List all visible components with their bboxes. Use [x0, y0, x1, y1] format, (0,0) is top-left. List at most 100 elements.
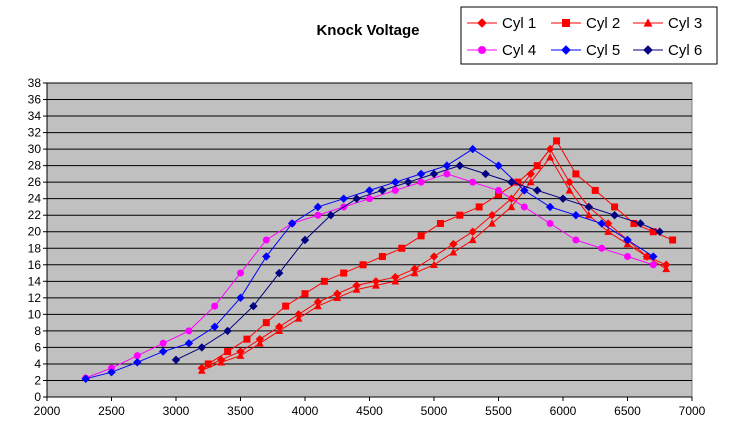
x-tick-label: 3500: [227, 404, 254, 418]
data-point: [507, 202, 516, 211]
x-tick-label: 4000: [292, 404, 319, 418]
data-point: [597, 219, 606, 228]
data-point: [520, 186, 529, 195]
y-tick-label: 8: [34, 324, 41, 338]
legend-label: Cyl 1: [502, 15, 536, 32]
data-point: [475, 203, 483, 211]
data-point: [171, 355, 181, 365]
legend-marker: [477, 18, 487, 28]
data-point: [301, 290, 309, 298]
data-point: [649, 228, 657, 236]
data-point: [197, 366, 206, 374]
data-point: [449, 248, 458, 256]
data-point: [314, 301, 322, 310]
legend-label: Cyl 3: [668, 15, 702, 32]
data-point: [604, 227, 612, 235]
data-point: [572, 236, 580, 244]
series-layer: [81, 137, 677, 384]
series-6: [171, 161, 664, 365]
data-point: [391, 277, 400, 285]
y-tick-label: 22: [28, 208, 42, 222]
data-point: [546, 153, 554, 161]
data-point: [236, 293, 245, 303]
x-tick-label: 5000: [421, 404, 448, 418]
data-point: [572, 170, 580, 178]
data-point: [417, 178, 425, 186]
data-point: [398, 244, 406, 252]
y-tick-label: 34: [28, 109, 42, 123]
data-point: [223, 326, 232, 336]
legend-label: Cyl 4: [502, 42, 536, 59]
data-point: [320, 277, 328, 285]
data-point: [507, 177, 516, 187]
data-point: [436, 219, 444, 227]
y-tick-label: 2: [34, 373, 41, 387]
x-tick-label: 4500: [356, 404, 383, 418]
data-point: [262, 252, 271, 261]
legend-item-2: Cyl 2: [551, 15, 620, 32]
y-tick-label: 12: [28, 291, 42, 305]
data-point: [565, 177, 574, 187]
data-point: [514, 178, 522, 186]
data-point: [495, 191, 502, 199]
data-point: [366, 195, 373, 203]
legend-item-5: Cyl 5: [551, 42, 620, 59]
data-point: [494, 161, 503, 170]
data-point: [416, 169, 426, 179]
data-point: [649, 261, 657, 269]
data-point: [430, 260, 438, 268]
data-point: [340, 269, 348, 277]
data-point: [623, 235, 632, 245]
data-point: [300, 235, 310, 245]
y-tick-label: 6: [34, 340, 41, 354]
data-point: [275, 268, 284, 278]
legend-item-1: Cyl 1: [467, 15, 536, 32]
legend-label: Cyl 5: [586, 42, 620, 59]
legend-label: Cyl 2: [586, 15, 620, 32]
x-tick-label: 2500: [98, 404, 125, 418]
legend-marker: [643, 45, 653, 55]
data-point: [571, 211, 581, 220]
chart-title: Knock Voltage: [316, 22, 419, 39]
data-point: [545, 202, 555, 212]
y-tick-label: 30: [28, 142, 42, 156]
data-point: [611, 203, 619, 211]
legend-label: Cyl 6: [668, 42, 702, 59]
data-point: [655, 227, 664, 236]
data-point: [553, 137, 561, 145]
data-point: [636, 219, 645, 228]
data-point: [262, 236, 270, 244]
legend-item-4: Cyl 4: [467, 42, 536, 59]
data-point: [287, 219, 297, 228]
y-tick-label: 0: [34, 390, 41, 404]
data-point: [404, 177, 413, 187]
data-point: [211, 302, 219, 310]
data-point: [669, 236, 677, 244]
data-point: [378, 186, 387, 195]
data-point: [442, 161, 452, 170]
data-point: [662, 264, 671, 273]
legend-marker: [478, 46, 486, 54]
x-tick-label: 5500: [485, 404, 512, 418]
data-point: [468, 227, 477, 236]
data-point: [133, 358, 142, 367]
y-tick-label: 18: [28, 241, 42, 255]
legend-marker: [643, 18, 653, 27]
y-tick-label: 20: [28, 225, 42, 239]
y-tick-label: 16: [28, 258, 42, 272]
data-point: [294, 314, 303, 322]
data-point: [372, 281, 380, 289]
legend: Cyl 1 Cyl 2 Cyl 3 Cyl 4 Cyl 5 Cyl 6: [460, 6, 718, 65]
x-tick-label: 2000: [34, 404, 61, 418]
y-tick-label: 38: [28, 76, 42, 90]
data-point: [526, 169, 535, 179]
legend-marker: [561, 45, 571, 55]
data-point: [204, 360, 212, 368]
data-point: [455, 161, 464, 170]
data-point: [610, 211, 619, 220]
data-point: [256, 339, 264, 347]
legend-box: [460, 6, 718, 65]
data-point: [533, 186, 542, 195]
series-line: [175, 165, 660, 361]
